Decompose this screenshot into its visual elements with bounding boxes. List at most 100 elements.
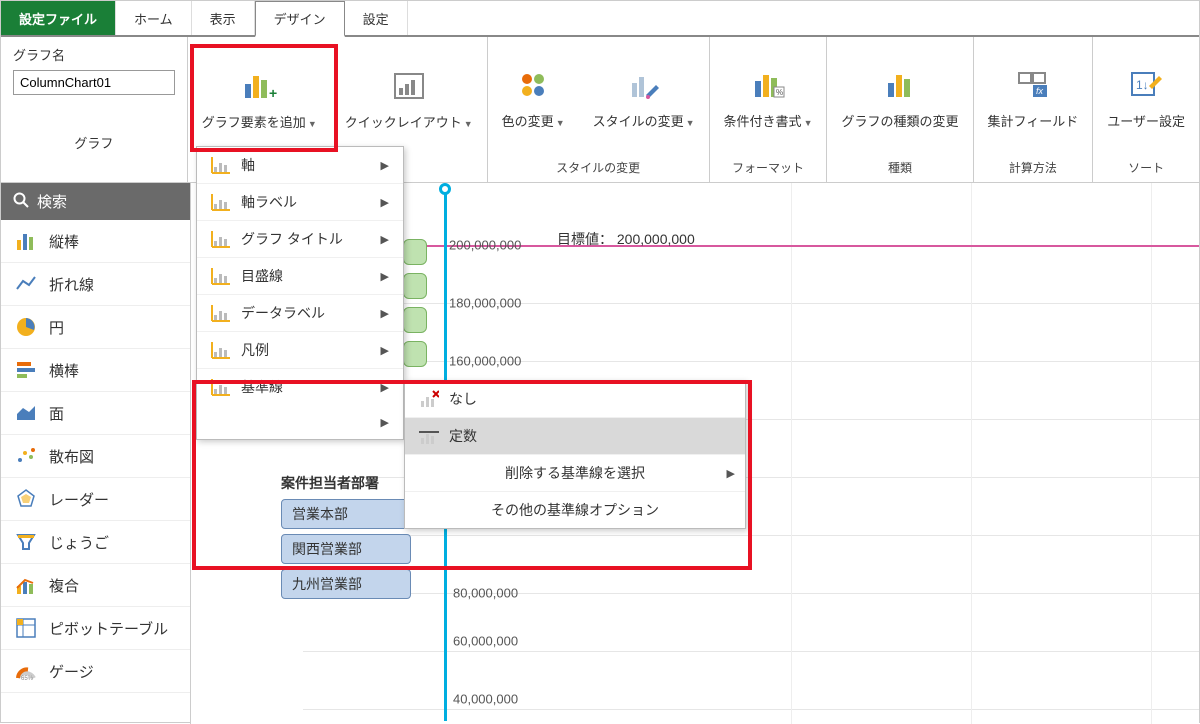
change-color-label: 色の変更 xyxy=(502,114,554,129)
tab-settings[interactable]: 設定 xyxy=(345,1,408,35)
dd-other-label: その他の基準線オプション xyxy=(491,500,659,520)
chart-type-icon xyxy=(15,359,37,381)
tab-design[interactable]: デザイン xyxy=(255,1,345,37)
dd-item-other-options[interactable]: その他の基準線オプション xyxy=(405,492,745,528)
chart-type-円[interactable]: 円 xyxy=(1,306,190,349)
chart-type-label: 面 xyxy=(49,403,64,424)
add-chart-element-button[interactable]: + グラフ要素を追加▼ xyxy=(188,48,331,152)
dd-item-軸ラベル[interactable]: 軸ラベル▶ xyxy=(197,184,403,221)
dd-item-const[interactable]: 定数 xyxy=(405,418,745,455)
dd-axis-icon xyxy=(211,266,231,286)
svg-text:fx: fx xyxy=(1036,86,1044,96)
dd-axis-icon xyxy=(211,155,231,175)
calc-field-button[interactable]: fx 集計フィールド xyxy=(974,46,1093,150)
sidebar: 検索 縦棒折れ線円横棒面散布図レーダーじょうご複合ピボットテーブル65%ゲージ xyxy=(1,183,191,724)
legend-title: 案件担当者部署 xyxy=(281,473,411,493)
legend-item[interactable]: 九州営業部 xyxy=(281,569,411,599)
ribbon-group-type: グラフの種類の変更 種類 xyxy=(827,37,973,182)
series-pill xyxy=(403,341,427,367)
conditional-format-label: 条件付き書式 xyxy=(724,114,802,129)
dd-item-none[interactable]: なし xyxy=(405,381,745,418)
type-group-label: 種類 xyxy=(827,155,972,182)
svg-text:1↓: 1↓ xyxy=(1136,78,1149,92)
axis-end-dot xyxy=(439,183,451,195)
calc-field-icon: fx xyxy=(1015,67,1051,103)
chart-type-縦棒[interactable]: 縦棒 xyxy=(1,220,190,263)
format-group-label: フォーマット xyxy=(710,155,827,182)
tab-home[interactable]: ホーム xyxy=(116,1,192,35)
series-pill xyxy=(403,307,427,333)
tab-view[interactable]: 表示 xyxy=(192,1,255,35)
ribbon-group-format: % 条件付き書式▼ フォーマット xyxy=(710,37,828,182)
dd-item-基準線[interactable]: 基準線▶ xyxy=(197,369,403,405)
dd-axis-icon xyxy=(211,192,231,212)
dd-axis-icon xyxy=(211,303,231,323)
chart-type-label: 折れ線 xyxy=(49,274,94,295)
calc-group-label: 計算方法 xyxy=(974,155,1093,182)
chart-type-label: レーダー xyxy=(49,489,109,510)
legend-item[interactable]: 営業本部 xyxy=(281,499,411,529)
chart-type-複合[interactable]: 複合 xyxy=(1,564,190,607)
graph-name-input[interactable] xyxy=(13,70,175,95)
chart-type-面[interactable]: 面 xyxy=(1,392,190,435)
series-pill xyxy=(403,239,427,265)
baseline-const-icon xyxy=(419,426,439,446)
chart-type-label: 複合 xyxy=(49,575,79,596)
dd-item-label: 凡例 xyxy=(241,340,269,360)
chart-type-折れ線[interactable]: 折れ線 xyxy=(1,263,190,306)
change-color-button[interactable]: 色の変更▼ xyxy=(488,46,579,150)
color-palette-icon xyxy=(515,67,551,103)
chart-type-icon: 65% xyxy=(15,660,37,682)
chart-type-ゲージ[interactable]: 65%ゲージ xyxy=(1,650,190,693)
ribbon-group-calc: fx 集計フィールド 計算方法 xyxy=(974,37,1094,182)
ribbon-group-sort: 1↓ ユーザー設定 ソート xyxy=(1093,37,1199,182)
chart-type-icon xyxy=(15,402,37,424)
ribbon-graph-name: グラフ名 グラフ xyxy=(1,37,188,182)
search-icon xyxy=(13,192,29,212)
quick-layout-button[interactable]: クイックレイアウト▼ xyxy=(331,48,487,152)
change-style-button[interactable]: スタイルの変更▼ xyxy=(579,46,709,150)
svg-text:%: % xyxy=(776,88,783,97)
svg-text:+: + xyxy=(269,85,277,101)
dd-item-label: データラベル xyxy=(241,303,325,323)
chart-type-icon xyxy=(15,316,37,338)
dd-item-凡例[interactable]: 凡例▶ xyxy=(197,332,403,369)
tab-file[interactable]: 設定ファイル xyxy=(1,1,116,35)
chart-type-icon xyxy=(15,273,37,295)
dd-item-label: 軸ラベル xyxy=(241,192,297,212)
conditional-format-icon: % xyxy=(750,67,786,103)
change-chart-type-button[interactable]: グラフの種類の変更 xyxy=(827,46,972,150)
chart-type-横棒[interactable]: 横棒 xyxy=(1,349,190,392)
add-element-dropdown: 軸▶軸ラベル▶グラフ タイトル▶目盛線▶データラベル▶凡例▶基準線▶ ▶ xyxy=(196,146,404,440)
dd-item-グラフ タイトル[interactable]: グラフ タイトル▶ xyxy=(197,221,403,258)
chart-type-散布図[interactable]: 散布図 xyxy=(1,435,190,478)
chart-type-label: 円 xyxy=(49,317,64,338)
dd-item-データラベル[interactable]: データラベル▶ xyxy=(197,295,403,332)
dd-const-label: 定数 xyxy=(449,426,477,446)
chart-type-じょうご[interactable]: じょうご xyxy=(1,521,190,564)
chart-type-label: 散布図 xyxy=(49,446,94,467)
sidebar-search[interactable]: 検索 xyxy=(1,183,190,220)
legend-item[interactable]: 関西営業部 xyxy=(281,534,411,564)
dd-item-軸[interactable]: 軸▶ xyxy=(197,147,403,184)
ribbon: グラフ名 グラフ + グラフ要素を追加▼ クイックレイアウト▼ xyxy=(1,37,1199,183)
dd-item-label: 基準線 xyxy=(241,377,283,397)
conditional-format-button[interactable]: % 条件付き書式▼ xyxy=(710,46,827,150)
chart-type-label: じょうご xyxy=(49,532,109,553)
chart-type-icon xyxy=(882,67,918,103)
dd-item-select-delete[interactable]: 削除する基準線を選択▶ xyxy=(405,455,745,492)
sort-group-label: ソート xyxy=(1093,155,1199,182)
dd-item-目盛線[interactable]: 目盛線▶ xyxy=(197,258,403,295)
chart-type-レーダー[interactable]: レーダー xyxy=(1,478,190,521)
chart-type-label: 横棒 xyxy=(49,360,79,381)
style-group-label: スタイルの変更 xyxy=(488,155,709,182)
dd-item-empty[interactable]: ▶ xyxy=(197,405,403,439)
user-settings-label: ユーザー設定 xyxy=(1107,111,1185,130)
chart-type-ピボットテーブル[interactable]: ピボットテーブル xyxy=(1,607,190,650)
baseline-none-icon xyxy=(419,389,439,409)
title-tabs: 設定ファイル ホーム 表示 デザイン 設定 xyxy=(1,1,1199,37)
user-settings-button[interactable]: 1↓ ユーザー設定 xyxy=(1093,46,1199,150)
series-pill xyxy=(403,273,427,299)
change-chart-type-label: グラフの種類の変更 xyxy=(841,111,958,130)
ribbon-group-style: 色の変更▼ スタイルの変更▼ スタイルの変更 xyxy=(488,37,710,182)
